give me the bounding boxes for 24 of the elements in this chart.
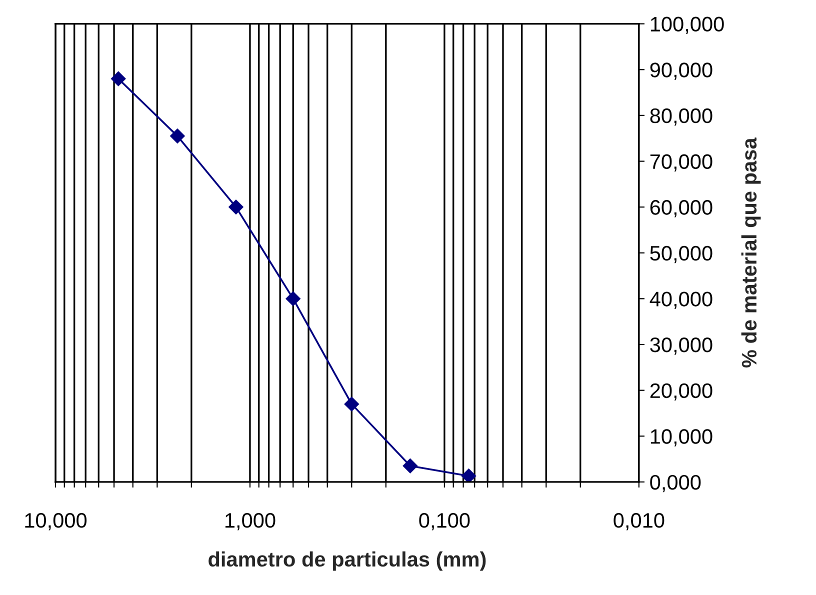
point — [228, 200, 244, 214]
point — [286, 291, 301, 306]
y-tick-label: 50,000 — [650, 246, 712, 264]
y-tick-label: 10,000 — [650, 429, 712, 446]
y-axis-title: % de material que pasa — [741, 138, 761, 368]
point — [170, 128, 185, 144]
x-axis-title: diametro de particulas (mm) — [208, 551, 486, 571]
x-tick-label: 10,000 — [25, 513, 87, 530]
y-tick-label: 80,000 — [650, 108, 712, 126]
point — [461, 468, 476, 482]
point — [344, 396, 360, 412]
point — [110, 71, 126, 86]
y-tick-label: 100,000 — [650, 16, 724, 34]
y-tick-label: 60,000 — [650, 200, 712, 218]
y-tick-label: 40,000 — [650, 292, 712, 309]
y-tick-label: 90,000 — [650, 62, 712, 80]
x-tick-label: 1,000 — [225, 513, 276, 530]
x-tick-label: 0,100 — [419, 513, 470, 530]
y-tick-label: 30,000 — [650, 338, 712, 355]
y-tick-label: 20,000 — [650, 383, 712, 401]
point — [402, 458, 418, 474]
y-tick-label: 70,000 — [650, 154, 712, 172]
y-tick-label: 0,000 — [650, 474, 701, 492]
x-tick-label: 0,010 — [614, 513, 664, 530]
